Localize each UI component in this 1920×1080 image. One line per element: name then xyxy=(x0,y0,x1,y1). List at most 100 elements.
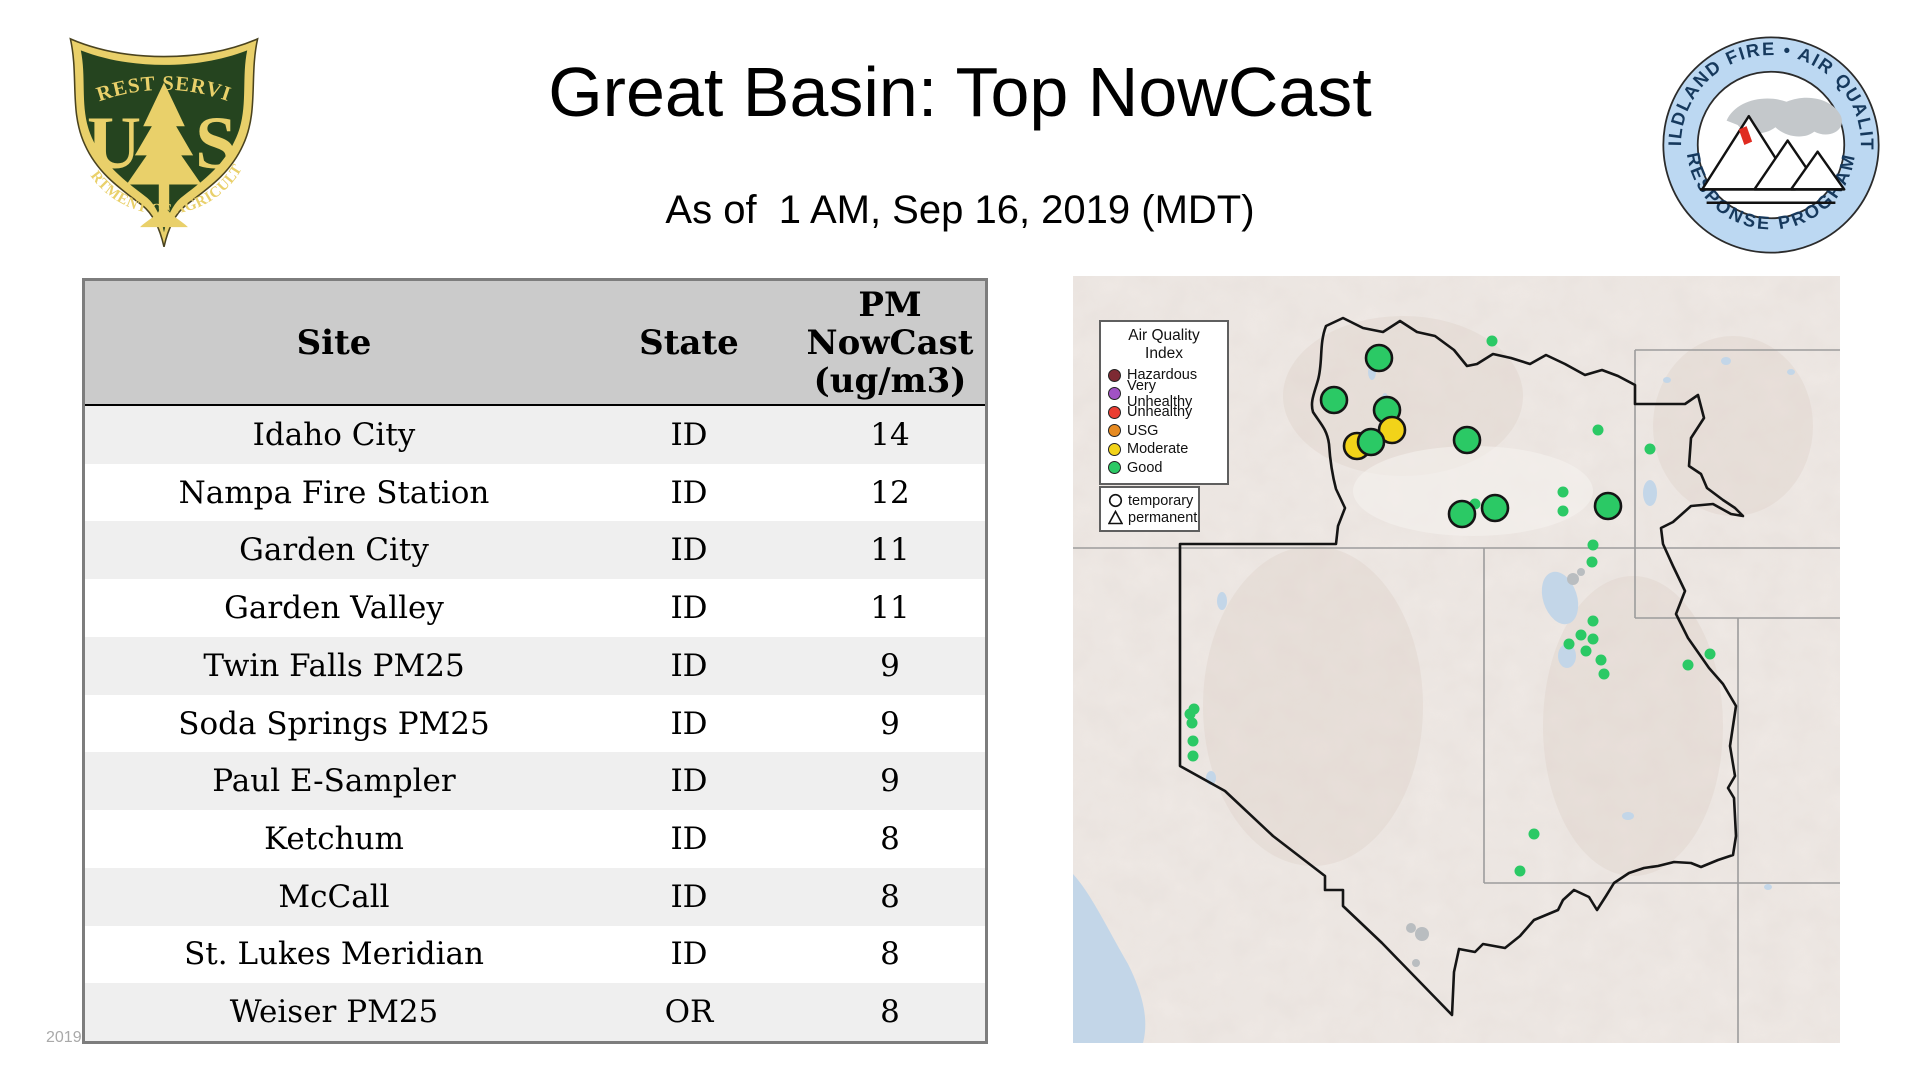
permanent-monitor-dot xyxy=(1184,708,1196,720)
cell-state: ID xyxy=(670,532,708,569)
mountains-icon xyxy=(1699,97,1846,204)
water xyxy=(1073,357,1795,1043)
cell-value: 9 xyxy=(880,647,900,684)
cell-state: ID xyxy=(670,821,708,857)
table-row: Idaho City ID 14 xyxy=(85,406,985,464)
aqi-legend-item: USG xyxy=(1108,422,1220,441)
aqi-color-dot-icon xyxy=(1108,368,1121,382)
monitor-type-legend: temporary permanent xyxy=(1099,486,1200,532)
cell-value: 9 xyxy=(880,763,900,800)
cell-value: 8 xyxy=(880,878,900,915)
permanent-monitor-dot xyxy=(1557,486,1569,498)
monitor-map: Air Quality Index Hazardous Very Unhealth… xyxy=(1073,276,1840,1043)
cell-state: ID xyxy=(670,878,708,915)
nowcast-table: Site State PM NowCast (ug/m3) Idaho City… xyxy=(82,278,988,1044)
permanent-monitor-dot xyxy=(1598,668,1610,680)
permanent-monitor-dot xyxy=(1514,865,1526,877)
permanent-monitor-dot xyxy=(1587,615,1599,627)
table-header-row: Site State PM NowCast (ug/m3) xyxy=(85,281,985,406)
circle-marker-icon xyxy=(1108,493,1123,508)
pm-header-line2: NowCast xyxy=(806,322,974,363)
aqi-legend-label: Good xyxy=(1127,459,1163,476)
aqi-legend-item: Moderate xyxy=(1108,440,1220,459)
column-header-site: Site xyxy=(296,322,372,363)
cell-value: 8 xyxy=(880,821,900,857)
permanent-monitor-dot xyxy=(1587,633,1599,645)
cell-site: McCall xyxy=(278,878,390,915)
cell-state: ID xyxy=(670,474,708,511)
permanent-monitor-dot xyxy=(1586,556,1598,568)
aqi-color-dot-icon xyxy=(1108,442,1121,456)
temporary-markers xyxy=(1319,343,1623,529)
temporary-monitor-circle xyxy=(1356,427,1386,457)
cell-state: ID xyxy=(670,590,708,627)
table-row: St. Lukes Meridian ID 8 xyxy=(85,925,985,984)
wfaqrp-ring-icon: WILDLAND FIRE • AIR QUALITY RESPONSE PRO… xyxy=(1651,17,1880,254)
pine-tree-icon xyxy=(126,82,202,228)
cell-site: Soda Springs PM25 xyxy=(178,705,490,742)
aqi-legend-label: Unhealthy xyxy=(1127,404,1193,421)
table-row: Ketchum ID 8 xyxy=(85,810,985,868)
permanent-monitor-dot xyxy=(1486,335,1498,347)
aqi-color-dot-icon xyxy=(1108,424,1121,438)
temporary-monitor-circle xyxy=(1593,491,1623,521)
type-legend-items: temporary permanent xyxy=(1108,492,1197,526)
cell-value: 11 xyxy=(870,590,910,627)
table-row: Soda Springs PM25 ID 9 xyxy=(85,694,985,753)
type-legend-item: temporary xyxy=(1108,492,1194,509)
cell-state: OR xyxy=(664,994,714,1031)
permanent-markers xyxy=(1184,335,1716,877)
aqi-legend-label: USG xyxy=(1127,422,1159,439)
permanent-monitor-dot xyxy=(1575,629,1587,641)
aqi-color-dot-icon xyxy=(1108,461,1121,475)
permanent-monitor-dot xyxy=(1592,424,1604,436)
permanent-monitor-dot xyxy=(1187,735,1199,747)
urban-areas xyxy=(1406,568,1585,967)
cell-site: Ketchum xyxy=(264,821,404,857)
cell-value: 8 xyxy=(880,994,900,1031)
cell-state: ID xyxy=(670,936,708,973)
permanent-monitor-dot xyxy=(1587,539,1599,551)
permanent-monitor-dot xyxy=(1595,654,1607,666)
permanent-monitor-dot xyxy=(1644,443,1656,455)
permanent-monitor-dot xyxy=(1187,750,1199,762)
table-row: Garden Valley ID 11 xyxy=(85,579,985,637)
permanent-monitor-dot xyxy=(1580,645,1592,657)
permanent-monitor-dot xyxy=(1557,505,1569,517)
triangle-marker-icon xyxy=(1108,510,1123,525)
table-row: McCall ID 8 xyxy=(85,867,985,926)
temporary-monitor-circle xyxy=(1452,425,1482,455)
type-legend-label: temporary xyxy=(1128,492,1194,509)
pm-header-line3: (ug/m3) xyxy=(813,360,967,401)
cell-value: 9 xyxy=(880,705,900,742)
cell-site: Idaho City xyxy=(252,416,416,453)
table-row: Twin Falls PM25 ID 9 xyxy=(85,636,985,695)
cell-site: Garden City xyxy=(239,532,429,569)
aqi-legend-items: Hazardous Very Unhealthy Unhealthy USG Moder… xyxy=(1108,366,1220,477)
type-legend-item: permanent xyxy=(1108,509,1197,526)
aqi-color-dot-icon xyxy=(1108,387,1121,401)
table-row: Paul E-Sampler ID 9 xyxy=(85,752,985,811)
page-title: Great Basin: Top NowCast xyxy=(548,53,1372,131)
aqi-legend-item: Good xyxy=(1108,459,1220,478)
great-basin-boundary xyxy=(1178,316,1745,1017)
table-row: Nampa Fire Station ID 12 xyxy=(85,463,985,522)
permanent-monitor-dot xyxy=(1704,648,1716,660)
aqi-legend-label: Moderate xyxy=(1127,441,1189,458)
table-row: Weiser PM25 OR 8 xyxy=(85,983,985,1042)
temporary-monitor-circle xyxy=(1377,415,1407,445)
cell-value: 14 xyxy=(870,416,910,453)
cell-value: 12 xyxy=(870,474,910,511)
permanent-monitor-dot xyxy=(1528,828,1540,840)
cell-site: Twin Falls PM25 xyxy=(203,647,465,684)
aqi-legend-label: Very Unhealthy xyxy=(1127,377,1193,410)
type-legend-label: permanent xyxy=(1128,509,1198,526)
cell-site: Garden Valley xyxy=(224,590,444,627)
wfaqrp-logo: WILDLAND FIRE • AIR QUALITY RESPONSE PRO… xyxy=(1651,17,1882,256)
cell-value: 11 xyxy=(870,532,910,569)
page-subtitle: As of 1 AM, Sep 16, 2019 (MDT) xyxy=(665,188,1255,232)
cell-site: Weiser PM25 xyxy=(229,994,439,1031)
svg-text:S: S xyxy=(195,102,237,185)
table-row: Garden City ID 11 xyxy=(85,521,985,580)
temporary-monitor-circle xyxy=(1447,499,1477,529)
